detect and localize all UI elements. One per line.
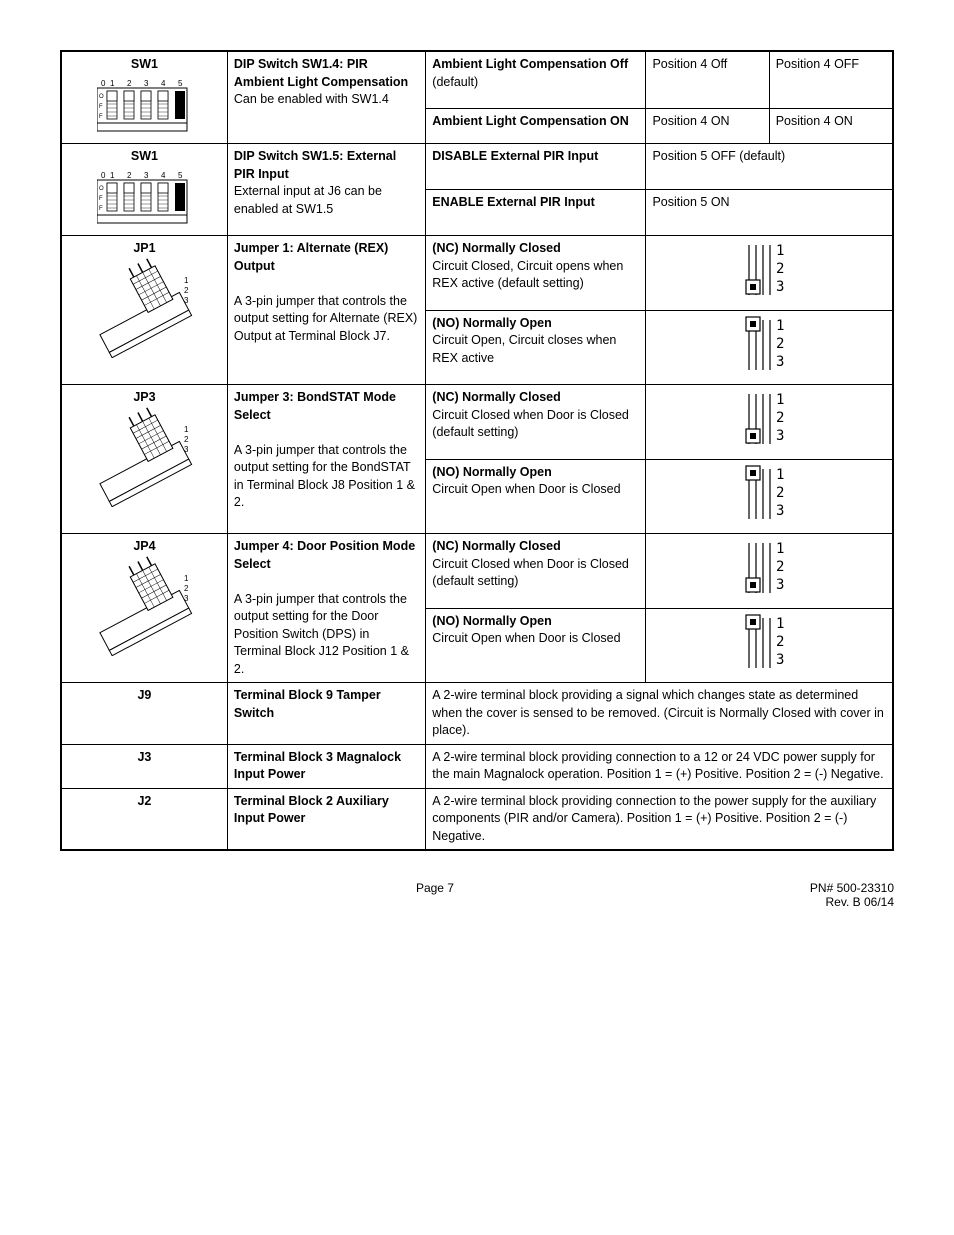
row-jp1-id: JP1 [61, 236, 227, 385]
row-jp3-no-icon [646, 459, 893, 534]
jumper-pos-23-icon [744, 240, 794, 300]
footer-page: Page 7 [60, 881, 810, 909]
jumper-pos-12-icon [744, 315, 794, 375]
row-jp4-no-icon [646, 608, 893, 683]
row-j2-id: J2 [61, 788, 227, 850]
row-jp4-desc: Jumper 4: Door Position Mode Select A 3-… [227, 534, 425, 683]
row-j9-id: J9 [61, 683, 227, 745]
row-sw1-4-opt2-c4: Position 4 ON [646, 109, 769, 144]
row-j9-title: Terminal Block 9 Tamper Switch [227, 683, 425, 745]
row-j3-desc: A 2-wire terminal block providing connec… [426, 744, 893, 788]
footer-pn: PN# 500-23310 [810, 881, 894, 895]
dip-switch-icon [97, 78, 192, 134]
row-sw1-4-desc: DIP Switch SW1.4: PIR Ambient Light Comp… [227, 51, 425, 144]
row-sw1-5-opt2-c45: Position 5 ON [646, 190, 893, 236]
page-footer: Page 7 PN# 500-23310 Rev. B 06/14 [60, 881, 894, 909]
jumper-pos-23-icon [744, 538, 794, 598]
row-j9-desc: A 2-wire terminal block providing a sign… [426, 683, 893, 745]
row-j2-desc: A 2-wire terminal block providing connec… [426, 788, 893, 850]
dip-switch-icon [97, 170, 192, 226]
row-sw1-5-id: SW1 [61, 144, 227, 236]
row-sw1-4-opt1-c4: Position 4 Off [646, 51, 769, 109]
row-sw1-4-opt1-c5: Position 4 OFF [769, 51, 893, 109]
jumper-icon [92, 258, 197, 358]
row-j3-id: J3 [61, 744, 227, 788]
row-jp3-no: (NO) Normally Open Circuit Open when Doo… [426, 459, 646, 534]
row-jp4-nc-icon [646, 534, 893, 609]
row-jp4-nc: (NC) Normally Closed Circuit Closed when… [426, 534, 646, 609]
row-sw1-4-id: SW1 [61, 51, 227, 144]
config-table: SW1 DIP Switch SW1.4: PIR Ambient Light … [60, 50, 894, 851]
row-jp3-id: JP3 [61, 385, 227, 534]
row-jp1-desc: Jumper 1: Alternate (REX) Output A 3-pin… [227, 236, 425, 385]
jumper-pos-12-icon [744, 464, 794, 524]
row-sw1-5-opt2: ENABLE External PIR Input [426, 190, 646, 236]
row-jp1-nc-icon [646, 236, 893, 311]
row-jp3-desc: Jumper 3: BondSTAT Mode Select A 3-pin j… [227, 385, 425, 534]
jumper-icon [92, 407, 197, 507]
row-jp1-no-icon [646, 310, 893, 385]
row-jp3-nc-icon [646, 385, 893, 460]
jumper-icon [92, 556, 197, 656]
row-sw1-5-opt1: DISABLE External PIR Input [426, 144, 646, 190]
row-sw1-4-opt1: Ambient Light Compensation Off (default) [426, 51, 646, 109]
row-jp4-no: (NO) Normally Open Circuit Open when Doo… [426, 608, 646, 683]
jumper-pos-23-icon [744, 389, 794, 449]
jumper-pos-12-icon [744, 613, 794, 673]
footer-rev: Rev. B 06/14 [826, 895, 894, 909]
row-sw1-4-opt2: Ambient Light Compensation ON [426, 109, 646, 144]
row-sw1-5-desc: DIP Switch SW1.5: External PIR Input Ext… [227, 144, 425, 236]
row-jp1-no: (NO) Normally Open Circuit Open, Circuit… [426, 310, 646, 385]
row-j2-title: Terminal Block 2 Auxiliary Input Power [227, 788, 425, 850]
row-jp3-nc: (NC) Normally Closed Circuit Closed when… [426, 385, 646, 460]
row-sw1-5-opt1-c45: Position 5 OFF (default) [646, 144, 893, 190]
row-jp1-nc: (NC) Normally Closed Circuit Closed, Cir… [426, 236, 646, 311]
row-jp4-id: JP4 [61, 534, 227, 683]
row-sw1-4-opt2-c5: Position 4 ON [769, 109, 893, 144]
row-j3-title: Terminal Block 3 Magnalock Input Power [227, 744, 425, 788]
